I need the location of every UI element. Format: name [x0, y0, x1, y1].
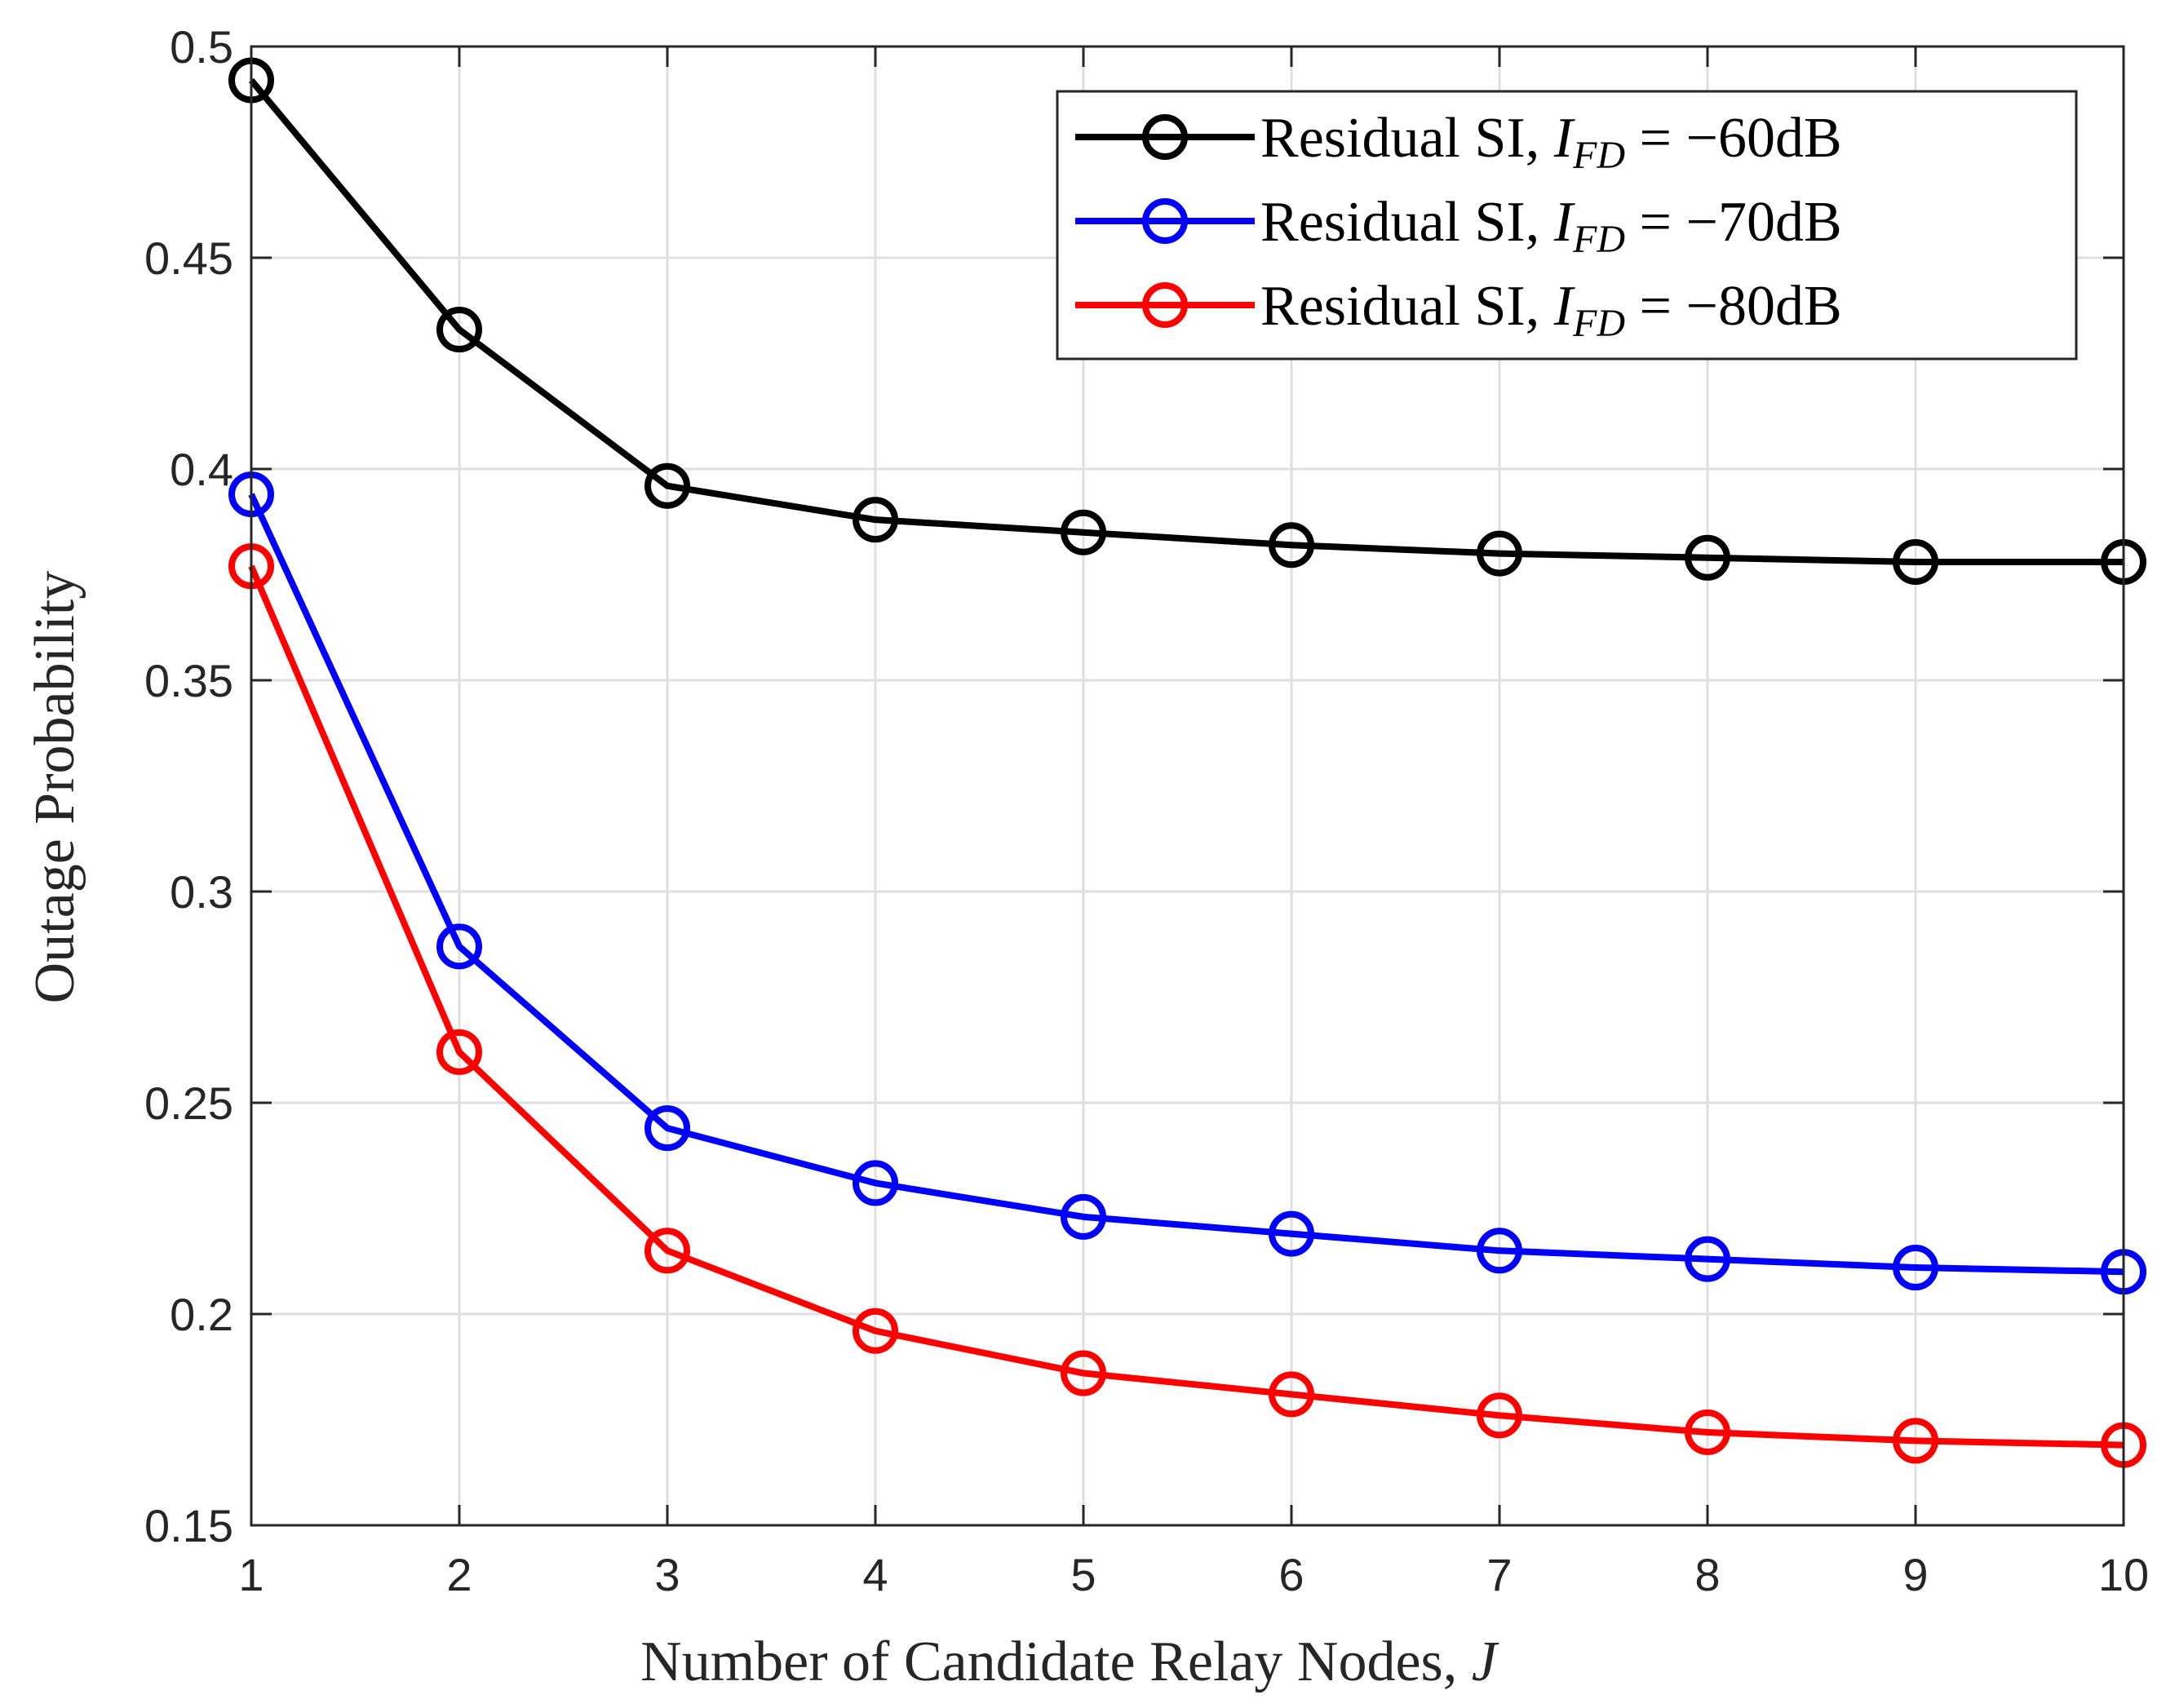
series-marker: [1685, 1409, 1730, 1456]
series-marker: [1685, 534, 1730, 581]
x-axis-title-text: Number of Candidate Relay Nodes,: [640, 1631, 1472, 1693]
legend-entry: Residual SI, IFD = −70dB: [1075, 191, 1842, 261]
legend-marker: [1142, 282, 1188, 328]
x-tick-label: 10: [2098, 1549, 2149, 1600]
series-marker: [1477, 1228, 1522, 1274]
series-marker: [1685, 1236, 1730, 1282]
y-tick-label: 0.4: [170, 444, 233, 495]
legend-label-subscript: FD: [1572, 218, 1625, 261]
series-line: [248, 564, 2124, 1449]
series-marker: [1893, 1418, 1938, 1464]
series-2: [228, 471, 2146, 1295]
series-line: [248, 493, 2124, 1276]
legend-label-variable: I: [1553, 191, 1576, 254]
legend-label-suffix: = −80dB: [1625, 275, 1842, 338]
y-tick-label: 0.25: [144, 1077, 233, 1129]
series-marker: [644, 462, 690, 509]
x-axis-title: Number of Candidate Relay Nodes, J: [640, 1631, 1499, 1693]
legend-marker: [1142, 198, 1188, 244]
legend-label-prefix: Residual SI,: [1260, 107, 1554, 170]
x-tick-label: 4: [862, 1549, 888, 1600]
series-marker: [436, 923, 482, 970]
series-marker: [1477, 1392, 1522, 1439]
series-1: [228, 57, 2146, 585]
legend-label-suffix: = −70dB: [1625, 191, 1842, 254]
series-marker: [1061, 1350, 1106, 1396]
series-marker: [436, 1029, 482, 1075]
legend-label-prefix: Residual SI,: [1260, 275, 1554, 338]
series-marker: [1269, 522, 1314, 569]
legend-marker: [1142, 114, 1188, 160]
x-tick-label: 9: [1902, 1549, 1928, 1600]
legend-box: [1056, 90, 2078, 361]
data-series: [228, 57, 2146, 1468]
legend-label-prefix: Residual SI,: [1260, 191, 1554, 254]
series-marker: [1269, 1210, 1314, 1257]
y-tick-label: 0.2: [170, 1289, 233, 1340]
legend-label-subscript: FD: [1572, 134, 1625, 177]
legend-label: Residual SI, IFD = −60dB: [1260, 107, 1842, 177]
series-marker: [853, 1308, 898, 1354]
y-tick-label: 0.5: [170, 21, 233, 73]
plot-frame: [250, 45, 2125, 1527]
legend-label: Residual SI, IFD = −70dB: [1260, 191, 1842, 261]
y-tick-label: 0.3: [170, 866, 233, 918]
series-marker: [853, 1160, 898, 1206]
series-marker: [1893, 1245, 1938, 1291]
legend-entry: Residual SI, IFD = −60dB: [1075, 107, 1842, 177]
y-tick-label: 0.45: [144, 232, 233, 284]
series-marker: [1061, 509, 1106, 555]
y-axis-title: Outage Probability: [24, 571, 86, 1004]
y-tick-label: 0.35: [144, 655, 233, 706]
series-marker: [436, 307, 482, 353]
legend-entry: Residual SI, IFD = −80dB: [1075, 275, 1842, 345]
x-tick-label: 2: [446, 1549, 472, 1600]
x-tick-label: 8: [1694, 1549, 1720, 1600]
x-tick-label: 1: [238, 1549, 264, 1600]
tick-labels: 1 2 3 4 5 6 7 8 9 10 0.15 0.2 0.25 0.3 0.35 0.4 0.45 0.5: [144, 21, 2149, 1600]
legend-label-suffix: = −60dB: [1625, 107, 1842, 170]
x-tick-label: 3: [654, 1549, 680, 1600]
series-marker: [1477, 530, 1522, 577]
legend-label-subscript: FD: [1572, 302, 1625, 345]
legend-label: Residual SI, IFD = −80dB: [1260, 275, 1842, 345]
series-line: [248, 77, 2124, 565]
y-tick-label: 0.15: [144, 1500, 233, 1551]
series-marker: [853, 497, 898, 543]
series-marker: [644, 1228, 690, 1274]
series-marker: [644, 1105, 690, 1152]
series-marker: [1269, 1371, 1314, 1418]
x-axis-title-variable: J: [1472, 1631, 1499, 1693]
x-tick-label: 7: [1486, 1549, 1512, 1600]
legend-label-variable: I: [1553, 107, 1576, 170]
legend-label-variable: I: [1553, 275, 1576, 338]
series-marker: [1893, 538, 1938, 585]
x-tick-label: 6: [1278, 1549, 1304, 1600]
series-marker: [1061, 1193, 1106, 1240]
x-tick-label: 5: [1070, 1549, 1096, 1600]
